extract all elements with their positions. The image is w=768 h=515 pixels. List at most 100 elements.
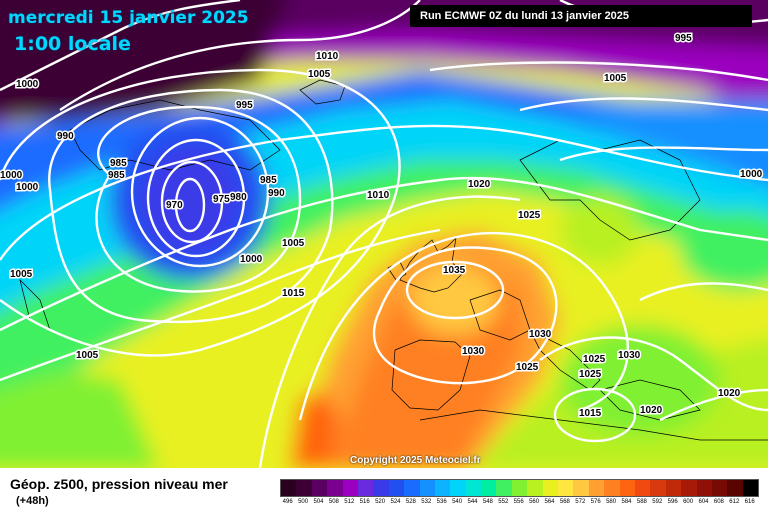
color-scale-swatch [681,480,697,496]
color-scale-ticks: 496 500 504 508 512 516 520 524 528 532 536 540 544 5… [280,497,759,509]
isobar-label: 1000 [240,254,263,265]
color-scale-tick-label: 532 [421,499,432,505]
color-scale-tick-label: 524 [390,499,401,505]
color-scale-swatch [388,480,405,496]
isobar-labels: 1010 1005 1000 995 990 985 985 980 975 9… [0,32,764,421]
geopotential-field [0,0,768,468]
color-scale-tick-label: 528 [405,499,416,505]
isobar-label: 1030 [462,346,485,357]
color-scale: 496 500 504 508 512 516 520 524 528 532 536 540 544 5… [280,479,760,515]
color-scale-tick-label: 576 [590,499,601,505]
isobar-label: 970 [166,200,183,211]
color-scale-swatch [696,480,712,496]
isobar-label: 1030 [529,329,552,340]
color-scale-swatches [280,479,760,497]
color-scale-tick-label: 584 [621,499,632,505]
isobar-label: 1005 [308,69,331,80]
isobar-label: 990 [57,131,74,142]
color-scale-tick-label: 556 [513,499,524,505]
color-scale-swatch [434,480,451,496]
isobar-label: 1005 [604,73,627,84]
color-scale-swatch [342,480,358,496]
color-scale-swatch [650,480,666,496]
color-scale-tick-label: 552 [498,499,509,505]
color-scale-tick-label: 544 [467,499,478,505]
isobar-label: 1035 [443,265,466,276]
isobar-label: 1000 [16,182,39,193]
color-scale-swatch [373,480,389,496]
color-scale-tick-label: 536 [436,499,447,505]
lead-time-label: (+48h) [16,495,49,507]
isobar-label: 1025 [516,362,539,373]
isobar-label: 980 [230,192,247,203]
color-scale-tick-label: 548 [482,499,493,505]
color-scale-swatch [542,480,559,496]
color-scale-swatch [619,480,635,496]
color-scale-swatch [558,480,574,496]
color-scale-tick-label: 596 [667,499,678,505]
isobar-label: 1025 [579,369,602,380]
color-scale-swatch [311,480,328,496]
color-scale-swatch [450,480,466,496]
isobar-label: 985 [108,170,125,181]
color-scale-swatch [665,480,682,496]
run-info-box: Run ECMWF 0Z du lundi 13 janvier 2025 [410,5,752,27]
color-scale-tick-label: 508 [328,499,339,505]
color-scale-swatch [404,480,420,496]
copyright-label: Copyright 2025 Meteociel.fr [350,455,481,466]
color-scale-tick-label: 580 [606,499,617,505]
forecast-date-title: mercredi 15 janvier 2025 [8,8,249,28]
color-scale-swatch [296,480,312,496]
isobar-label: 1020 [718,388,741,399]
color-scale-tick-label: 588 [636,499,647,505]
color-scale-tick-label: 516 [359,499,370,505]
color-scale-tick-label: 612 [729,499,740,505]
isobar-label: 1000 [0,170,23,181]
isobar-label: 995 [236,100,253,111]
color-scale-tick-label: 608 [713,499,724,505]
color-scale-swatch [419,480,435,496]
color-scale-tick-label: 500 [298,499,309,505]
isobar-label: 1010 [316,51,339,62]
color-scale-tick-label: 564 [544,499,555,505]
run-info-text: Run ECMWF 0Z du lundi 13 janvier 2025 [420,10,630,22]
weather-map: 1010 1005 1000 995 990 985 985 980 975 9… [0,0,768,468]
isobar-label: 1015 [579,408,602,419]
isobar-label: 990 [268,188,285,199]
isobar-label: 1010 [367,190,390,201]
color-scale-tick-label: 592 [652,499,663,505]
isobar-label: 1000 [740,169,763,180]
map-canvas: 1010 1005 1000 995 990 985 985 980 975 9… [0,0,768,468]
color-scale-tick-label: 572 [575,499,586,505]
color-scale-tick-label: 504 [313,499,324,505]
color-scale-swatch [711,480,728,496]
color-scale-tick-label: 560 [529,499,540,505]
color-scale-swatch [604,480,620,496]
isobar-label: 1030 [618,350,641,361]
isobar-label: 1025 [583,354,606,365]
color-scale-tick-label: 616 [744,499,755,505]
isobar-label: 1005 [282,238,305,249]
isobar-label: 1005 [76,350,99,361]
color-scale-swatch [588,480,605,496]
color-scale-swatch [742,480,759,496]
legend-footer: Géop. z500, pression niveau mer (+48h) 4… [0,468,768,512]
color-scale-tick-label: 600 [683,499,694,505]
color-scale-swatch [465,480,482,496]
color-scale-swatch [634,480,651,496]
legend-title: Géop. z500, pression niveau mer [10,476,228,492]
color-scale-swatch [327,480,343,496]
color-scale-tick-label: 520 [375,499,386,505]
color-scale-swatch [527,480,543,496]
color-scale-tick-label: 540 [452,499,463,505]
isobar-label: 1015 [282,288,305,299]
color-scale-tick-label: 496 [282,499,293,505]
color-scale-swatch [357,480,374,496]
color-scale-swatch [496,480,512,496]
isobar-label: 1020 [468,179,491,190]
isobars [0,0,768,468]
isobar-label: 985 [260,175,277,186]
color-scale-tick-label: 568 [559,499,570,505]
color-scale-swatch [481,480,497,496]
isobar-label: 995 [675,33,692,44]
